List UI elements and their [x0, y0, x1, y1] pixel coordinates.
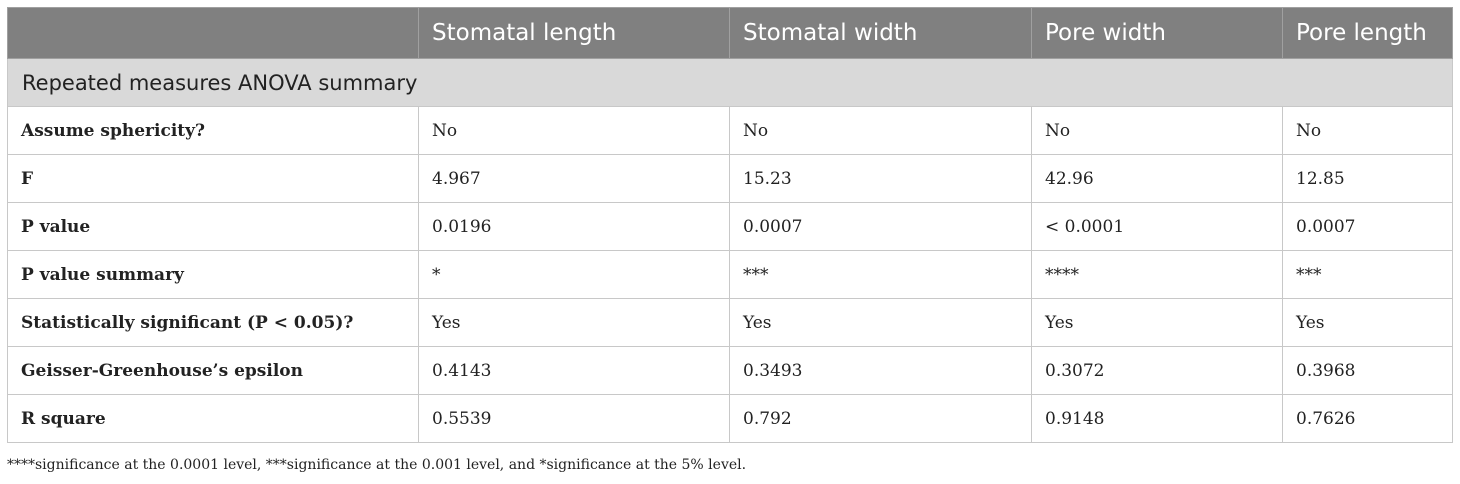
table-cell: No	[418, 106, 730, 155]
table-row: F 4.967 15.23 42.96 12.85	[7, 154, 1453, 203]
table-cell: 4.967	[418, 154, 730, 203]
table-cell: 0.3493	[729, 346, 1032, 395]
table-cell: 0.0007	[729, 202, 1032, 251]
table-cell: 0.3072	[1031, 346, 1283, 395]
table-cell: 0.0196	[418, 202, 730, 251]
row-label: Statistically significant (P < 0.05)?	[7, 298, 419, 347]
row-label: F	[7, 154, 419, 203]
header-cell-stomatal-length: Stomatal length	[418, 7, 730, 59]
table-cell: Yes	[1031, 298, 1283, 347]
row-label: Assume sphericity?	[7, 106, 419, 155]
table-cell: 0.9148	[1031, 394, 1283, 443]
table-cell: Yes	[1282, 298, 1453, 347]
table-cell: 0.3968	[1282, 346, 1453, 395]
table-row: Assume sphericity? No No No No	[7, 106, 1453, 155]
table-cell: 0.5539	[418, 394, 730, 443]
section-title: Repeated measures ANOVA summary	[7, 58, 1453, 107]
table-row: Geisser-Greenhouse’s epsilon 0.4143 0.34…	[7, 346, 1453, 395]
header-cell-pore-length: Pore length	[1282, 7, 1453, 59]
table-cell: < 0.0001	[1031, 202, 1283, 251]
row-label: Geisser-Greenhouse’s epsilon	[7, 346, 419, 395]
table-cell: 12.85	[1282, 154, 1453, 203]
table-cell: 0.0007	[1282, 202, 1453, 251]
table-cell: ***	[1282, 250, 1453, 299]
table-cell: No	[729, 106, 1032, 155]
table-cell: *	[418, 250, 730, 299]
row-label: P value summary	[7, 250, 419, 299]
table-cell: Yes	[729, 298, 1032, 347]
table-cell: Yes	[418, 298, 730, 347]
table-header-row: Stomatal length Stomatal width Pore widt…	[7, 7, 1453, 59]
table-cell: 0.4143	[418, 346, 730, 395]
table-cell: 0.7626	[1282, 394, 1453, 443]
table-row: P value 0.0196 0.0007 < 0.0001 0.0007	[7, 202, 1453, 251]
anova-summary-table: Stomatal length Stomatal width Pore widt…	[7, 7, 1453, 443]
header-cell-empty	[7, 7, 419, 59]
table-footnote: ****significance at the 0.0001 level, **…	[7, 457, 747, 473]
table-row: P value summary * *** **** ***	[7, 250, 1453, 299]
table-cell: 15.23	[729, 154, 1032, 203]
header-cell-pore-width: Pore width	[1031, 7, 1283, 59]
table-row: Statistically significant (P < 0.05)? Ye…	[7, 298, 1453, 347]
section-row: Repeated measures ANOVA summary	[7, 58, 1453, 107]
table-cell: 42.96	[1031, 154, 1283, 203]
table-row: R square 0.5539 0.792 0.9148 0.7626	[7, 394, 1453, 443]
header-cell-stomatal-width: Stomatal width	[729, 7, 1032, 59]
row-label: P value	[7, 202, 419, 251]
table-cell: ****	[1031, 250, 1283, 299]
table-cell: 0.792	[729, 394, 1032, 443]
anova-table-container: Stomatal length Stomatal width Pore widt…	[7, 7, 1453, 443]
row-label: R square	[7, 394, 419, 443]
table-cell: No	[1282, 106, 1453, 155]
table-cell: ***	[729, 250, 1032, 299]
table-cell: No	[1031, 106, 1283, 155]
